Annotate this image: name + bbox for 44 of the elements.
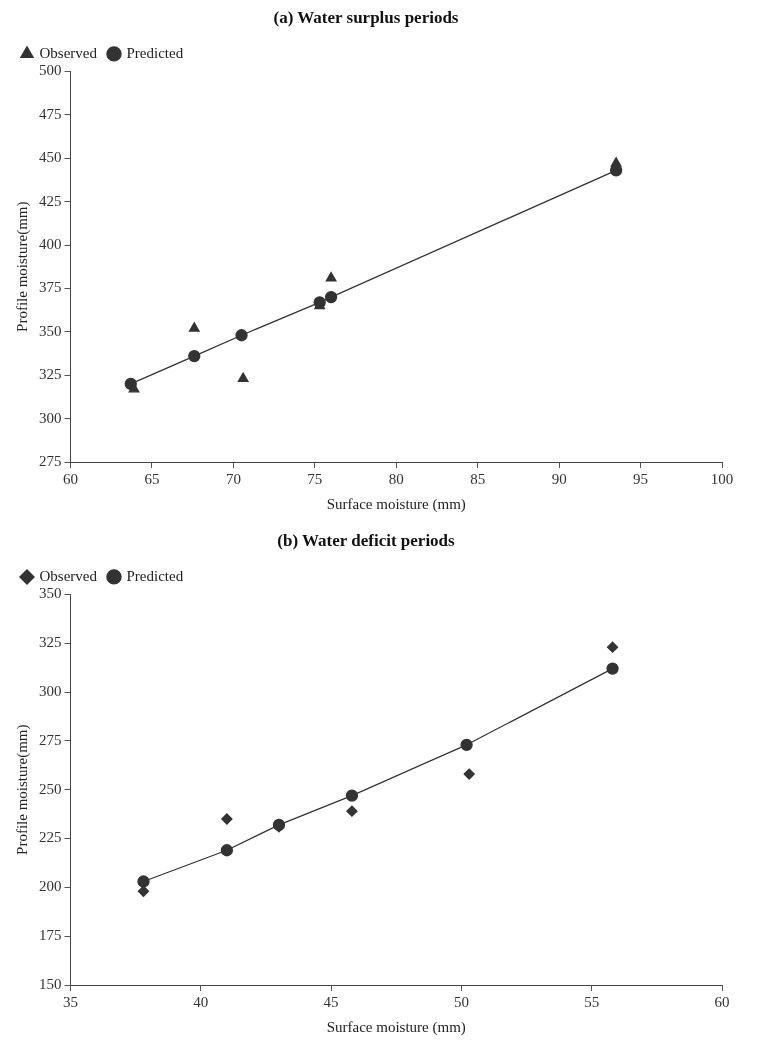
x-tick-label: 100 <box>710 470 734 487</box>
y-axis-title: Profile moisture(mm) <box>13 201 31 332</box>
y-tick-label: 275 <box>39 731 62 748</box>
x-tick-label: 65 <box>144 470 160 487</box>
x-tick-label: 90 <box>551 470 567 487</box>
x-tick-label: 60 <box>714 993 730 1010</box>
x-tick-label: 55 <box>584 993 600 1010</box>
x-axis-title: Surface moisture (mm) <box>326 1018 466 1036</box>
y-tick-label: 500 <box>39 62 62 79</box>
y-tick-label: 350 <box>39 585 62 602</box>
x-tick-label: 40 <box>193 993 209 1010</box>
x-tick-label: 45 <box>323 993 339 1010</box>
y-tick-label: 450 <box>39 149 62 166</box>
x-tick-label: 50 <box>453 993 469 1010</box>
x-tick-label: 75 <box>307 470 323 487</box>
x-axis-title: Surface moisture (mm) <box>326 495 466 513</box>
legend-label: Predicted <box>126 44 184 61</box>
y-tick-label: 400 <box>39 235 62 252</box>
y-tick-label: 375 <box>39 279 62 296</box>
y-tick-label: 475 <box>39 105 62 122</box>
y-tick-label: 425 <box>39 192 62 209</box>
legend-label: Observed <box>39 44 98 61</box>
y-axis-title: Profile moisture(mm) <box>13 724 31 855</box>
y-tick-label: 225 <box>39 829 62 846</box>
x-tick-label: 85 <box>470 470 486 487</box>
chart-title: (b) Water deficit periods <box>277 530 456 550</box>
y-tick-label: 275 <box>39 452 62 469</box>
x-tick-label: 80 <box>388 470 404 487</box>
y-tick-label: 175 <box>39 927 62 944</box>
x-tick-label: 60 <box>63 470 78 487</box>
y-tick-label: 200 <box>39 878 62 895</box>
y-tick-label: 150 <box>39 975 62 992</box>
y-tick-label: 325 <box>39 634 62 651</box>
y-tick-label: 300 <box>39 409 62 426</box>
y-tick-label: 350 <box>39 322 62 339</box>
legend-label: Observed <box>39 567 98 584</box>
x-tick-label: 95 <box>633 470 649 487</box>
y-tick-label: 250 <box>39 780 62 797</box>
legend-label: Predicted <box>126 567 184 584</box>
x-tick-label: 35 <box>63 993 78 1010</box>
y-tick-label: 325 <box>39 366 62 383</box>
x-tick-label: 70 <box>225 470 241 487</box>
y-tick-label: 300 <box>39 682 62 699</box>
chart-title: (a) Water surplus periods <box>273 7 459 27</box>
